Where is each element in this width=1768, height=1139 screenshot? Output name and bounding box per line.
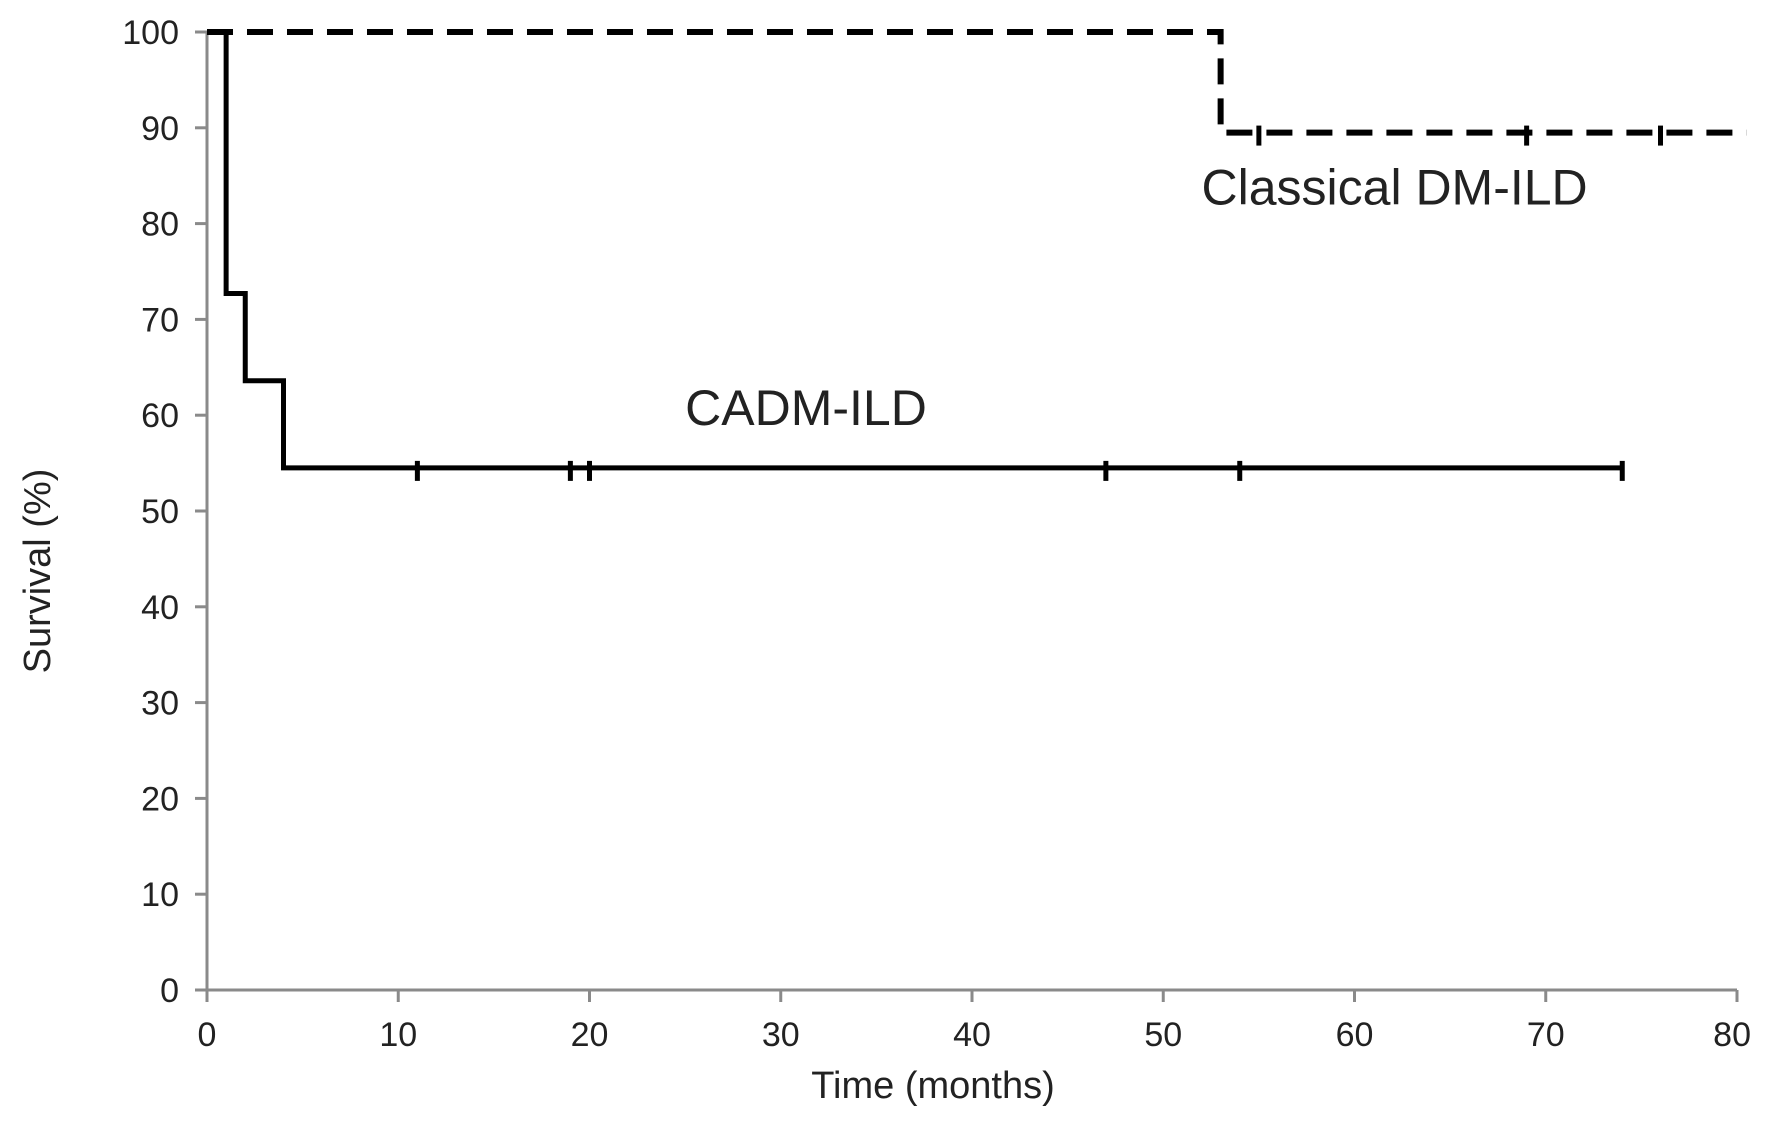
x-axis: 0 10 20 30 40 50 60 70 80	[198, 988, 1751, 1054]
series-line	[207, 29, 1623, 471]
series-classical-dm-ild	[207, 29, 1747, 146]
x-tick-label: 20	[571, 1016, 609, 1054]
y-tick-label: 70	[141, 301, 179, 339]
y-tick-label: 90	[141, 110, 179, 148]
y-tick-label: 10	[141, 876, 179, 914]
series-line	[207, 29, 1747, 136]
x-axis-title: Time (months)	[811, 1065, 1055, 1107]
series-label: CADM-ILD	[685, 380, 927, 436]
y-tick-label: 30	[141, 685, 179, 723]
x-tick-label: 30	[762, 1016, 800, 1054]
x-tick-label: 80	[1713, 1016, 1751, 1054]
y-tick-label: 100	[122, 14, 179, 52]
y-tick-label: 20	[141, 780, 179, 818]
y-tick-label: 0	[160, 972, 179, 1010]
y-tick-label: 50	[141, 493, 179, 531]
series-cadm-ild	[207, 29, 1625, 481]
annotation-layer: Classical DM-ILD CADM-ILD	[685, 159, 1588, 435]
series-layer	[207, 29, 1747, 481]
y-axis-title: Survival (%)	[17, 469, 59, 674]
x-tick-label: 70	[1527, 1016, 1565, 1054]
y-tick-label: 80	[141, 206, 179, 244]
y-tick-label: 60	[141, 397, 179, 435]
x-tick-label: 10	[379, 1016, 417, 1054]
series-label: Classical DM-ILD	[1202, 159, 1588, 215]
y-tick-label: 40	[141, 589, 179, 627]
x-tick-label: 50	[1144, 1016, 1182, 1054]
x-tick-label: 40	[953, 1016, 991, 1054]
y-axis: 0 10 20 30 40 50 60 70 80 90 100	[122, 14, 209, 1010]
x-tick-label: 0	[198, 1016, 217, 1054]
x-tick-label: 60	[1336, 1016, 1374, 1054]
